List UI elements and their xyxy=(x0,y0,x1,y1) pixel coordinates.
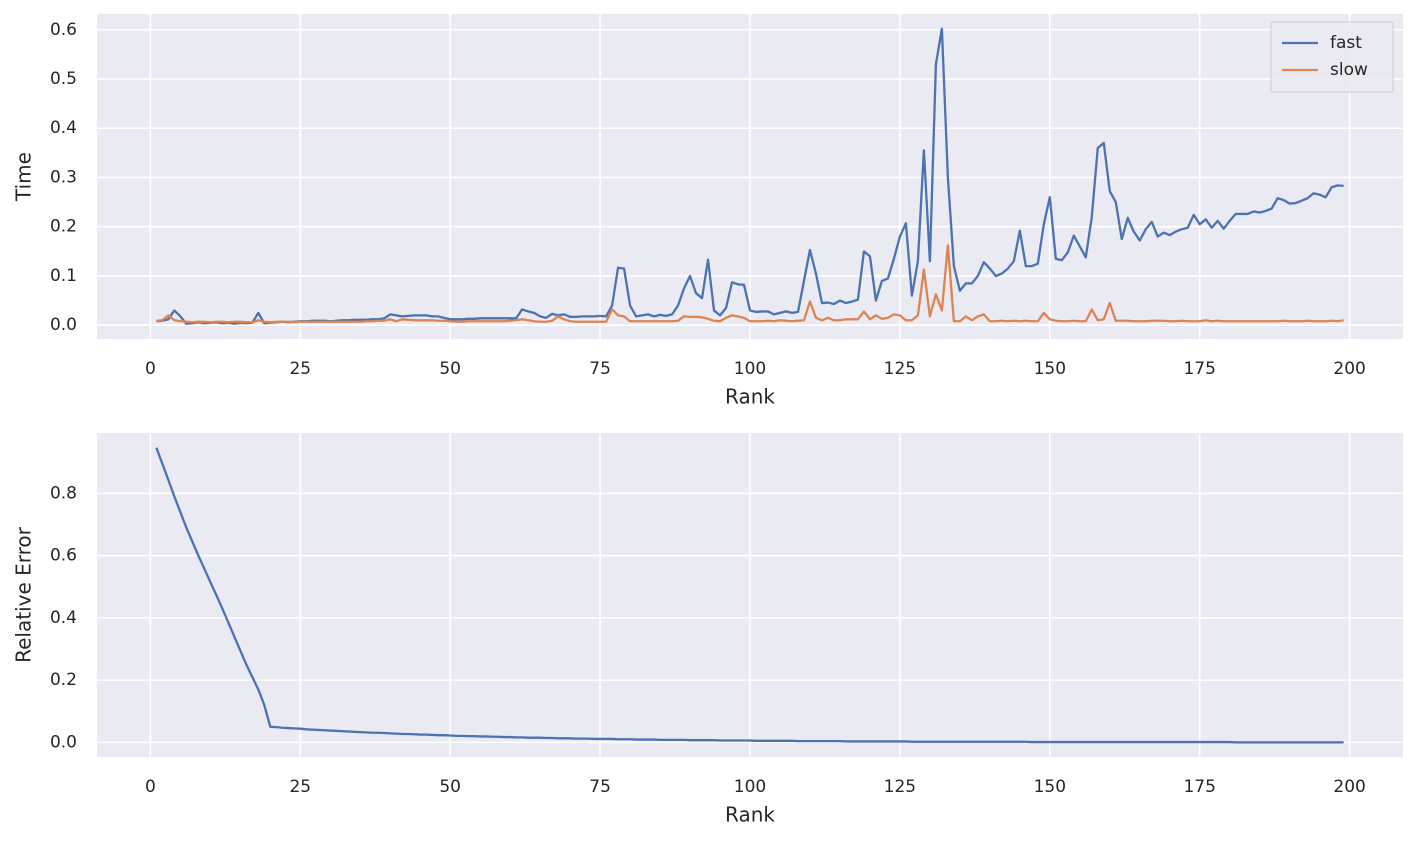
x-tick-label: 0 xyxy=(145,777,156,797)
legend: fast slow xyxy=(1270,21,1394,93)
x-tick-label: 25 xyxy=(289,777,311,797)
data-line xyxy=(156,244,1344,324)
legend-label: fast xyxy=(1330,33,1362,53)
y-tick-label: 0.0 xyxy=(50,315,77,335)
y-axis-label: Time xyxy=(12,152,36,202)
x-tick-label: 125 xyxy=(884,359,916,379)
y-tick-label: 0.6 xyxy=(50,20,77,40)
y-tick-label: 0.3 xyxy=(50,167,77,187)
x-tick-label: 0 xyxy=(145,359,156,379)
y-tick-label: 0.4 xyxy=(50,118,77,138)
y-tick-label: 0.2 xyxy=(50,670,77,690)
x-tick-label: 75 xyxy=(589,359,611,379)
y-tick-label: 0.2 xyxy=(50,217,77,237)
x-tick-label: 100 xyxy=(734,777,766,797)
x-tick-label: 200 xyxy=(1333,777,1365,797)
y-tick-label: 0.5 xyxy=(50,69,77,89)
y-tick-label: 0.4 xyxy=(50,608,77,628)
x-tick-label: 125 xyxy=(884,777,916,797)
x-tick-label: 150 xyxy=(1034,777,1066,797)
y-tick-label: 0.1 xyxy=(50,266,77,286)
data-line xyxy=(155,447,1344,744)
y-tick-label: 0.8 xyxy=(50,483,77,503)
x-tick-label: 175 xyxy=(1183,359,1215,379)
legend-label: slow xyxy=(1330,60,1368,80)
y-axis-label: Relative Error xyxy=(12,526,36,663)
x-tick-label: 150 xyxy=(1034,359,1066,379)
x-axis-label: Rank xyxy=(725,385,775,409)
legend-box xyxy=(1270,21,1394,93)
y-tick-label: 0.6 xyxy=(50,546,77,566)
x-tick-label: 100 xyxy=(734,359,766,379)
x-axis-label: Rank xyxy=(725,803,775,827)
x-tick-label: 75 xyxy=(589,777,611,797)
x-tick-label: 50 xyxy=(439,777,461,797)
data-line xyxy=(156,27,1344,325)
x-tick-label: 50 xyxy=(439,359,461,379)
x-tick-label: 200 xyxy=(1333,359,1365,379)
x-tick-label: 175 xyxy=(1183,777,1215,797)
x-tick-label: 25 xyxy=(289,359,311,379)
y-tick-label: 0.0 xyxy=(50,732,77,752)
